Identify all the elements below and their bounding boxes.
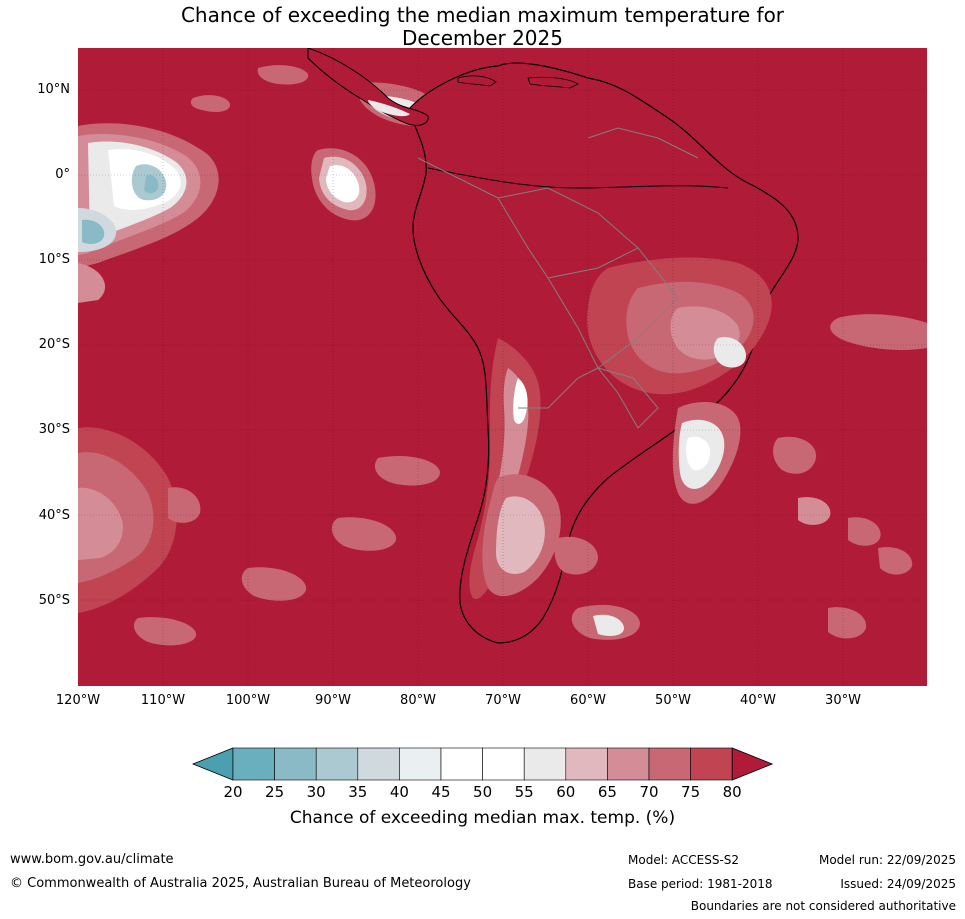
- map-title: Chance of exceeding the median maximum t…: [0, 4, 965, 50]
- footer-issued: Issued: 24/09/2025: [840, 877, 956, 891]
- lon-label-40w: 40°W: [740, 693, 776, 708]
- colorbar-cell: [357, 747, 400, 781]
- colorbar-tick-label: 35: [348, 783, 368, 801]
- pacific-anomaly-west: [78, 123, 219, 303]
- lat-label-10s: 10°S: [38, 252, 70, 267]
- colorbar-cell: [690, 747, 733, 781]
- title-line-1: Chance of exceeding the median maximum t…: [180, 3, 785, 27]
- colorbar-cell: [482, 747, 525, 781]
- footer-disclaimer: Boundaries are not considered authoritat…: [690, 899, 956, 913]
- colorbar-tick-label: 60: [556, 783, 576, 801]
- atlantic-anomaly: [571, 314, 927, 640]
- lat-label-40s: 40°S: [38, 508, 70, 523]
- colorbar-tick-label: 75: [681, 783, 701, 801]
- colorbar-title: Chance of exceeding median max. temp. (%…: [289, 808, 676, 828]
- colorbar-arrow-low: [191, 747, 234, 781]
- map-svg: [78, 48, 927, 686]
- colorbar-tick-label: 50: [473, 783, 493, 801]
- colorbar-tick-label: 70: [639, 783, 659, 801]
- colorbar-cell: [607, 747, 650, 781]
- colorbar-tick-label: 20: [223, 783, 243, 801]
- colorbar-cell: [232, 747, 275, 781]
- colorbar-tick-label: 65: [597, 783, 617, 801]
- pacific-anomaly-galapagos: [311, 148, 376, 221]
- lon-label-100w: 100°W: [225, 693, 271, 708]
- lon-label-70w: 70°W: [485, 693, 521, 708]
- colorbar-tick-label: 40: [389, 783, 409, 801]
- colorbar-tick-label: 45: [431, 783, 451, 801]
- colorbar-tick-label: 80: [722, 783, 742, 801]
- lat-label-50s: 50°S: [38, 593, 70, 608]
- lon-label-80w: 80°W: [400, 693, 436, 708]
- footer-website: www.bom.gov.au/climate: [10, 852, 174, 867]
- footer-base-period: Base period: 1981-2018: [628, 877, 773, 891]
- lat-label-0: 0°: [55, 167, 70, 182]
- colorbar-tick-label: 55: [514, 783, 534, 801]
- lon-label-30w: 30°W: [825, 693, 861, 708]
- colorbar-cell: [523, 747, 567, 781]
- southeast-pacific-patches: [78, 427, 440, 646]
- lon-label-120w: 120°W: [55, 693, 101, 708]
- lat-label-30s: 30°S: [38, 422, 70, 437]
- lon-label-60w: 60°W: [570, 693, 606, 708]
- map-graticule: [78, 48, 927, 686]
- footer-model-run: Model run: 22/09/2025: [818, 853, 956, 867]
- lon-label-50w: 50°W: [655, 693, 691, 708]
- colorbar-cell: [648, 747, 691, 781]
- colorbar-tick-label: 30: [306, 783, 326, 801]
- colorbar-cell: [440, 747, 483, 781]
- colorbar: [191, 747, 774, 781]
- south-america-land: [407, 62, 799, 644]
- lat-label-10n: 10°N: [37, 82, 70, 97]
- colorbar-cell: [315, 747, 359, 781]
- lon-label-110w: 110°W: [140, 693, 186, 708]
- colorbar-tick-label: 25: [265, 783, 285, 801]
- lat-label-20s: 20°S: [38, 337, 70, 352]
- footer-model: Model: ACCESS-S2: [628, 853, 740, 867]
- colorbar-cell: [565, 747, 608, 781]
- lon-label-90w: 90°W: [315, 693, 351, 708]
- colorbar-cell: [274, 747, 317, 781]
- forecast-map: [78, 48, 927, 686]
- footer-copyright: © Commonwealth of Australia 2025, Austra…: [10, 876, 471, 891]
- colorbar-cells: [191, 747, 774, 781]
- title-line-2: December 2025: [402, 26, 563, 50]
- colorbar-cell: [399, 747, 442, 781]
- colorbar-arrow-high: [731, 747, 774, 781]
- central-america-land: [307, 48, 579, 126]
